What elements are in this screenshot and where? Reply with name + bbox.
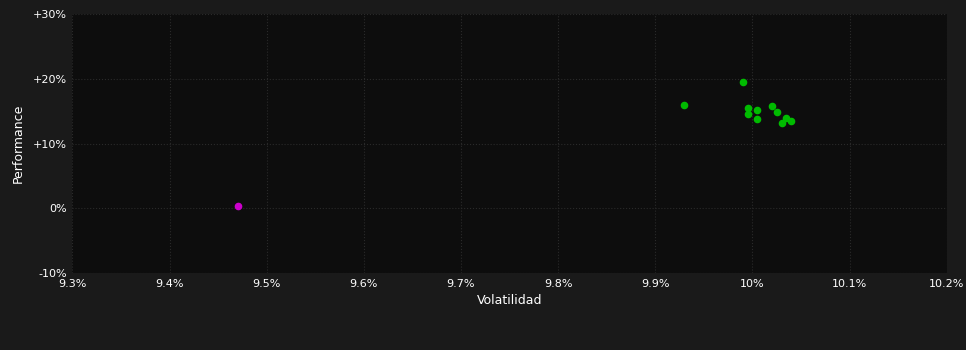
Point — [677, 102, 693, 107]
Point — [764, 103, 780, 109]
Y-axis label: Performance: Performance — [12, 104, 24, 183]
Point — [783, 118, 799, 124]
Point — [740, 112, 755, 117]
Point — [750, 107, 765, 113]
Point — [774, 120, 789, 126]
Point — [779, 115, 794, 120]
X-axis label: Volatilidad: Volatilidad — [477, 294, 542, 307]
Point — [769, 110, 784, 115]
Point — [740, 105, 755, 111]
Point — [230, 203, 245, 209]
Point — [735, 79, 751, 85]
Point — [750, 116, 765, 122]
